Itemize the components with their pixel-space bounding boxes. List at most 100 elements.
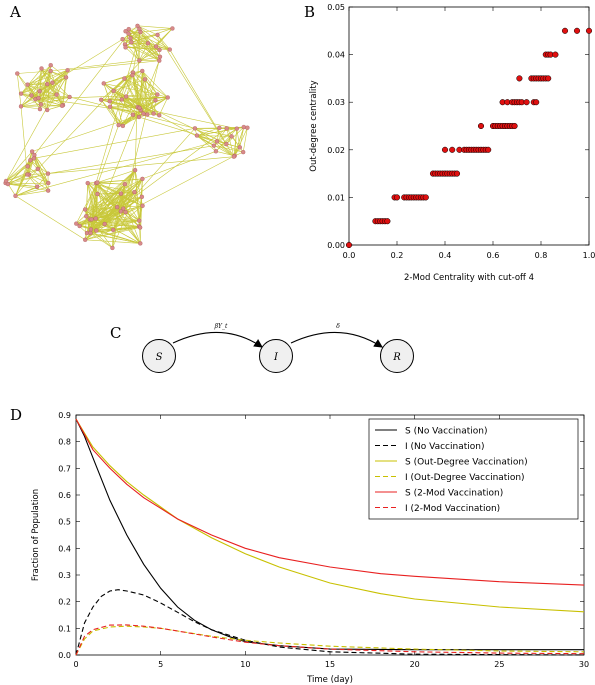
- network-node: [157, 54, 163, 59]
- network-edge: [90, 196, 143, 230]
- panel-label-d: D: [10, 406, 22, 424]
- network-edge: [90, 191, 135, 230]
- network-edge: [125, 70, 143, 97]
- network-edge: [34, 154, 49, 184]
- network-node: [63, 75, 69, 80]
- network-node: [132, 189, 137, 195]
- network-node: [107, 104, 113, 109]
- line-ytick-label: 0.0: [58, 651, 71, 660]
- network-edge: [142, 70, 168, 98]
- network-edge: [61, 77, 67, 106]
- line-ytick-label: 0.6: [58, 491, 71, 500]
- network-node: [35, 166, 40, 172]
- network-node: [82, 207, 88, 212]
- network-node: [165, 95, 170, 100]
- scatter-xlabel: 2-Mod Centrality with cut-off 4: [404, 273, 534, 283]
- scatter-point: [533, 99, 540, 106]
- network-edge: [28, 173, 49, 175]
- scatter-point: [545, 75, 552, 82]
- sir-diagram: βY_t δ S I R: [142, 323, 414, 373]
- network-edge: [131, 41, 161, 58]
- network-edge: [38, 97, 160, 116]
- edge-s-to-i: [172, 331, 263, 348]
- network-edge: [97, 182, 125, 185]
- scatter-point: [393, 194, 401, 201]
- scatter-ytick-label: 0.02: [327, 146, 345, 155]
- network-edge: [35, 68, 42, 100]
- network-node: [229, 134, 234, 139]
- network-edge: [67, 60, 160, 71]
- network-node: [130, 72, 135, 78]
- network-node: [50, 80, 55, 85]
- network-edge: [109, 74, 133, 102]
- network-edge: [15, 195, 86, 241]
- network-node: [101, 81, 106, 86]
- network-edge: [21, 93, 70, 98]
- network-edge: [213, 145, 244, 153]
- network-edge: [7, 183, 38, 187]
- line-xtick-label: 25: [494, 660, 504, 669]
- network-node: [46, 180, 51, 186]
- network-node: [29, 93, 34, 98]
- network-edge: [144, 79, 158, 95]
- line-chart: 0 5 10 15 20 25 30 0.0 0.1 0.2 0.3 0.4 0.5 0.6 0.7 0.8 0…: [31, 411, 589, 685]
- network-edge: [7, 182, 49, 185]
- scatter-point: [477, 122, 485, 130]
- network-edge: [128, 33, 160, 61]
- edge-label-beta: βY_t: [214, 323, 228, 330]
- network-edge: [37, 28, 173, 170]
- network-node: [110, 245, 115, 251]
- network-edge: [112, 193, 122, 248]
- network-edge: [104, 223, 141, 244]
- network-edge: [15, 186, 38, 197]
- network-edge: [137, 25, 173, 29]
- network-edge: [30, 33, 129, 161]
- network-node: [140, 68, 145, 74]
- network-edge: [85, 191, 135, 210]
- network-node: [192, 126, 198, 131]
- network-edge: [236, 128, 241, 148]
- network-edge: [125, 47, 140, 61]
- node-label-s: S: [156, 352, 163, 363]
- network-edge: [100, 99, 124, 127]
- network-edge: [84, 182, 98, 210]
- network-edge: [139, 94, 158, 109]
- network-node: [137, 218, 142, 223]
- network-node: [157, 47, 162, 53]
- network-node: [107, 99, 112, 104]
- network-node: [77, 223, 82, 229]
- series-line-5: [75, 418, 585, 586]
- network-edge: [90, 128, 227, 230]
- scatter-point: [552, 51, 559, 58]
- network-edge: [109, 106, 124, 127]
- network-edge: [37, 168, 49, 184]
- network-edge: [239, 127, 245, 148]
- network-edge: [6, 168, 38, 182]
- network-edge: [103, 83, 158, 95]
- network-node: [94, 228, 99, 233]
- scatter-point: [485, 146, 492, 153]
- network-node: [95, 180, 100, 185]
- network-node: [224, 141, 229, 147]
- network-node: [120, 123, 126, 129]
- scatter-xtick-label: 0.6: [487, 251, 500, 260]
- network-edge: [128, 33, 161, 58]
- network-node: [170, 26, 175, 31]
- edge-label-delta: δ: [336, 323, 340, 330]
- network-edge: [96, 194, 98, 231]
- network-edge: [20, 77, 67, 107]
- network-node: [67, 94, 72, 100]
- network-edge: [90, 227, 141, 234]
- network-edge: [226, 143, 240, 148]
- node-i: [259, 339, 293, 373]
- network-node: [157, 113, 162, 118]
- network-edge: [20, 69, 68, 107]
- network-node: [237, 145, 242, 150]
- network-node: [241, 149, 246, 155]
- scatter-point: [453, 170, 461, 177]
- network-edge: [103, 83, 134, 115]
- network-node: [5, 181, 11, 187]
- network-edge: [50, 70, 64, 106]
- scatter-point: [516, 75, 523, 82]
- network-edge: [142, 70, 158, 95]
